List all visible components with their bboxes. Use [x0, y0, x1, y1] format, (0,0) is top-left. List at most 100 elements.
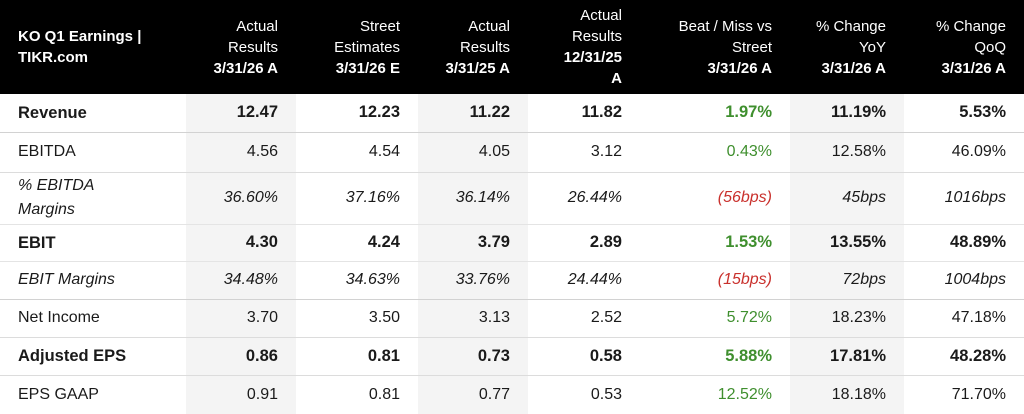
row-label-line2: Margins	[18, 201, 75, 218]
cell-actual: 34.48%	[186, 261, 296, 300]
cell-prior-year: 11.22	[418, 94, 528, 133]
row-label: Net Income	[0, 299, 186, 338]
column-header-label: % Change	[935, 17, 1006, 35]
column-header-date: 3/31/26 A	[941, 59, 1007, 77]
cell-prior-year: 36.14%	[418, 172, 528, 225]
column-header-date: 3/31/26 E	[335, 59, 400, 77]
column-header-label: Actual	[468, 17, 510, 35]
column-header-label: Actual	[236, 17, 278, 35]
cell-actual: 0.91	[186, 375, 296, 414]
table-row-revenue: Revenue 12.47 12.23 11.22 11.82 1.97% 11…	[0, 94, 1024, 133]
cell-actual: 36.60%	[186, 172, 296, 225]
cell-beat-miss: (15bps)	[640, 261, 790, 300]
cell-qoq: 48.28%	[904, 337, 1024, 376]
cell-estimate: 0.81	[368, 385, 400, 403]
column-header-date: 3/31/26 A	[213, 59, 279, 77]
cell-prior-quarter: 2.52	[528, 299, 640, 338]
column-header-beat-miss: Beat / Miss vs Street 3/31/26 A	[640, 0, 790, 94]
cell-beat-miss: 5.72%	[640, 299, 790, 338]
cell-estimate: 3.50	[296, 299, 418, 338]
cell-prior-year: 3.13	[418, 299, 528, 338]
cell-qoq: 1004bps	[904, 261, 1024, 300]
cell-yoy: 13.55%	[790, 224, 904, 262]
row-label: EPS GAAP	[18, 385, 99, 403]
cell-prior-year: 3.79	[418, 224, 528, 262]
table-title-line2: TIKR.com	[18, 49, 89, 66]
cell-beat-miss: 5.88%	[640, 337, 790, 376]
cell-yoy: 72bps	[790, 261, 904, 300]
row-label: Adjusted EPS	[0, 337, 186, 376]
cell-qoq: 48.89%	[904, 224, 1024, 262]
cell-prior-quarter: 24.44%	[528, 261, 640, 300]
cell-qoq: 47.18%	[904, 299, 1024, 338]
cell-beat-miss: 12.52%	[717, 385, 772, 403]
cell-prior-quarter: 3.12	[528, 132, 640, 173]
cell-qoq: 1016bps	[904, 172, 1024, 225]
column-header-date: 3/31/26 A	[821, 59, 887, 77]
cell-prior-quarter: 0.58	[528, 337, 640, 376]
cell-prior-year: 4.05	[418, 132, 528, 173]
cell-yoy: 18.18%	[790, 375, 904, 414]
column-header-label: % Change	[815, 17, 886, 35]
column-header-date: 3/31/26 A	[707, 59, 773, 77]
cell-estimate: 4.24	[296, 224, 418, 262]
column-header-actual-q1-25: Actual Results 3/31/25 A	[418, 0, 528, 94]
cell-estimate: 34.63%	[296, 261, 418, 300]
column-header-label: Estimates	[334, 38, 400, 56]
row-label: EBIT Margins	[0, 261, 186, 300]
row-label: EBITDA	[0, 132, 186, 173]
column-header-qoq: % Change QoQ 3/31/26 A	[904, 0, 1024, 94]
column-header-date: 12/31/25	[563, 49, 622, 66]
cell-beat-miss: 0.43%	[640, 132, 790, 173]
cell-estimate: 0.81	[296, 337, 418, 376]
column-header-date-suffix: A	[611, 70, 622, 87]
column-header-label: Results	[571, 28, 622, 45]
table-row-adjusted-eps: Adjusted EPS 0.86 0.81 0.73 0.58 5.88% 1…	[0, 337, 1024, 376]
cell-estimate: 12.23	[296, 94, 418, 133]
column-header-date: 3/31/25 A	[445, 59, 511, 77]
cell-beat-miss: 1.53%	[640, 224, 790, 262]
cell-yoy: 11.19%	[790, 94, 904, 133]
column-header-label: Actual	[580, 7, 622, 24]
cell-yoy: 18.23%	[790, 299, 904, 338]
column-header-label: Street	[731, 38, 772, 56]
table-row-ebit: EBIT 4.30 4.24 3.79 2.89 1.53% 13.55% 48…	[0, 224, 1024, 262]
cell-prior-year: 0.73	[418, 337, 528, 376]
cell-prior-quarter: 26.44%	[528, 172, 640, 225]
cell-prior-quarter: 2.89	[528, 224, 640, 262]
cell-actual: 12.47	[186, 94, 296, 133]
cell-qoq: 5.53%	[904, 94, 1024, 133]
column-header-actual-q1-26: Actual Results 3/31/26 A	[186, 0, 296, 94]
cell-yoy: 17.81%	[790, 337, 904, 376]
cell-prior-quarter: 11.82	[528, 94, 640, 133]
column-header-label: YoY	[859, 38, 886, 56]
cell-actual: 4.30	[186, 224, 296, 262]
column-header-label: Results	[459, 38, 510, 56]
cell-qoq: 71.70%	[951, 385, 1006, 403]
cell-estimate: 37.16%	[296, 172, 418, 225]
cell-actual: 4.56	[186, 132, 296, 173]
row-label: % EBITDA Margins	[0, 172, 186, 225]
header-row: KO Q1 Earnings | TIKR.com Actual Results…	[0, 0, 1024, 94]
table-row-net-income: Net Income 3.70 3.50 3.13 2.52 5.72% 18.…	[0, 299, 1024, 338]
table-row-eps-gaap: EPS GAAP 0.91 0.81 0.77 0.53 12.52% 18.1…	[0, 375, 1024, 414]
cell-yoy: 12.58%	[790, 132, 904, 173]
cell-prior-quarter: 0.53	[590, 385, 622, 403]
cell-actual: 3.70	[186, 299, 296, 338]
row-label-line1: % EBITDA	[18, 177, 95, 194]
cell-prior-year: 33.76%	[418, 261, 528, 300]
table-title-line1: KO Q1 Earnings |	[18, 28, 142, 45]
cell-beat-miss: (56bps)	[640, 172, 790, 225]
row-label: Revenue	[0, 94, 186, 133]
column-header-label: Results	[227, 38, 278, 56]
table-row-ebitda-margins: % EBITDA Margins 36.60% 37.16% 36.14% 26…	[0, 172, 1024, 225]
cell-yoy: 45bps	[790, 172, 904, 225]
column-header-actual-q4-25: Actual Results 12/31/25 A	[528, 0, 640, 94]
row-label: EBIT	[0, 224, 186, 262]
cell-beat-miss: 1.97%	[640, 94, 790, 133]
column-header-label: Beat / Miss vs	[678, 17, 772, 35]
table-row-ebitda: EBITDA 4.56 4.54 4.05 3.12 0.43% 12.58% …	[0, 132, 1024, 173]
column-header-yoy: % Change YoY 3/31/26 A	[790, 0, 904, 94]
column-header-label: Street	[359, 17, 400, 35]
